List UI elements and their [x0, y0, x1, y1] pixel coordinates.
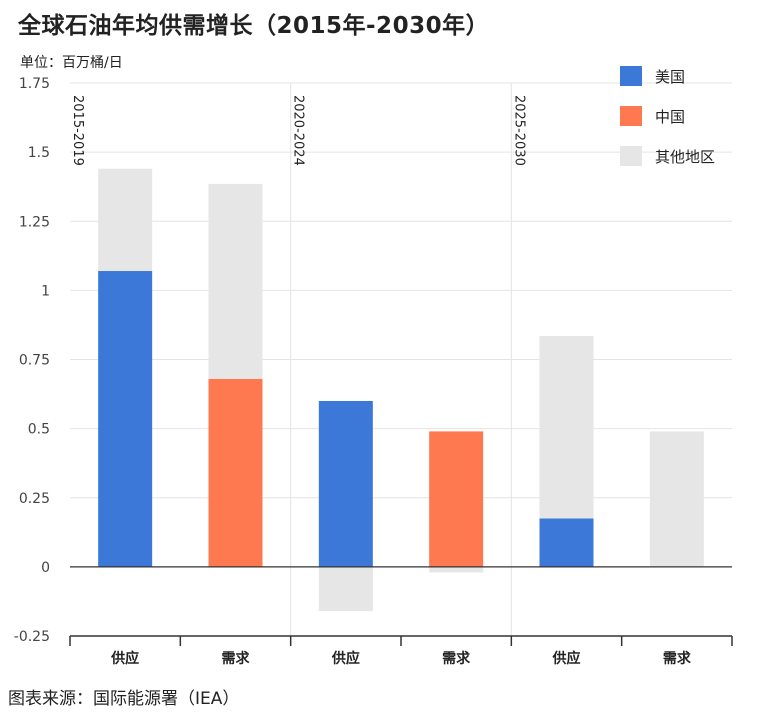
bar-segment [318, 566, 373, 612]
bars [98, 168, 704, 612]
bar-segment [429, 566, 484, 573]
x-tick-labels: 供应 需求 供应 需求 供应 需求 [110, 650, 692, 667]
bar-segment [539, 335, 594, 519]
bar-segment [539, 518, 594, 567]
bar-segment [208, 378, 263, 567]
y-tick-label: 0.5 [28, 422, 50, 438]
x-tick-label: 供应 [331, 650, 360, 667]
legend-swatch [620, 66, 642, 86]
legend-label: 中国 [655, 108, 685, 126]
x-tick-label: 需求 [442, 650, 471, 667]
chart-title: 全球石油年均供需增长（2015年-2030年） [18, 13, 490, 39]
period-labels: 2015-2019 2020-2024 2025-2030 [70, 95, 526, 166]
legend-label: 美国 [655, 68, 685, 86]
period-label: 2025-2030 [511, 95, 526, 166]
bar-segment [318, 400, 373, 567]
bar-segment [208, 183, 263, 379]
x-tick-label: 需求 [222, 650, 251, 667]
axes [69, 566, 733, 646]
y-tick-label: 1.25 [19, 214, 50, 230]
y-tick-label: 0.25 [19, 491, 50, 507]
legend-swatch [620, 106, 642, 126]
source-note: 图表来源：国际能源署（IEA） [8, 689, 240, 709]
bar-segment [98, 168, 153, 272]
period-label: 2020-2024 [291, 95, 306, 166]
y-tick-label: 1.75 [19, 76, 50, 92]
bar-segment [429, 431, 484, 567]
y-tick-labels: -0.25 0 0.25 0.5 0.75 1 1.25 1.5 1.75 [14, 76, 50, 645]
x-tick-label: 需求 [663, 650, 692, 667]
period-label: 2015-2019 [70, 95, 85, 166]
y-tick-label: 0.75 [19, 353, 50, 369]
period-dividers [290, 83, 512, 636]
legend-label: 其他地区 [655, 148, 715, 166]
bar-segment [98, 271, 153, 567]
unit-label: 单位：百万桶/日 [20, 55, 123, 71]
y-tick-label: 1.5 [28, 145, 50, 161]
legend-swatch [620, 146, 642, 166]
x-tick-label: 供应 [110, 650, 139, 667]
bar-segment [649, 431, 704, 567]
y-tick-label: 1 [41, 283, 50, 299]
y-tick-label: -0.25 [14, 629, 50, 645]
y-tick-label: 0 [41, 560, 50, 576]
x-tick-label: 供应 [552, 650, 581, 667]
